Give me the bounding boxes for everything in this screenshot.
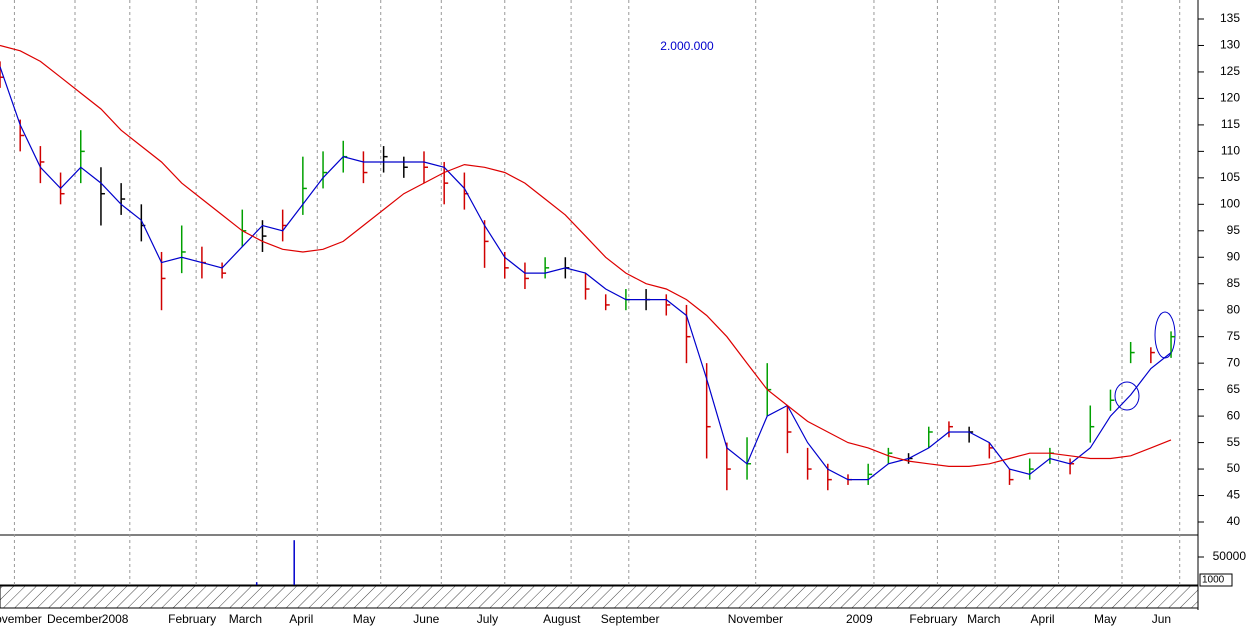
y-tick-label: 120 — [1220, 91, 1240, 105]
y-tick-label: 115 — [1221, 117, 1240, 131]
moving-average — [0, 66, 1172, 481]
x-tick-label: June — [413, 612, 439, 626]
x-tick-label: July — [477, 612, 498, 626]
x-tick-label: November — [0, 612, 42, 626]
x-tick-label: Jun — [1152, 612, 1171, 626]
y-tick-label: 65 — [1227, 382, 1241, 396]
y-tick-label: 45 — [1227, 488, 1241, 502]
x-tick-label: February — [168, 612, 216, 626]
x-tick-label: 2008 — [102, 612, 129, 626]
y-tick-label: 70 — [1227, 355, 1241, 369]
y-tick-label: 40 — [1227, 514, 1241, 528]
annotation: 2.000.000 — [660, 39, 714, 53]
date-strip — [0, 585, 1199, 609]
volume-unit: 1000 — [1202, 575, 1225, 586]
y-tick-label: 135 — [1220, 11, 1240, 25]
y-tick-label: 105 — [1220, 170, 1240, 184]
x-tick-label: September — [601, 612, 660, 626]
y-tick-label: 60 — [1227, 408, 1241, 422]
x-tick-label: February — [909, 612, 957, 626]
y-tick-label: 110 — [1221, 144, 1240, 158]
y-tick-label: 100 — [1220, 196, 1240, 210]
x-tick-label: December — [47, 612, 102, 626]
volume-unit-box — [1199, 573, 1233, 587]
y-tick-label: 130 — [1220, 38, 1240, 52]
y-tick-label: 75 — [1227, 329, 1241, 343]
y-tick-label: 95 — [1227, 223, 1241, 237]
y-tick-label: 85 — [1227, 276, 1241, 290]
y-tick-label: 55 — [1227, 435, 1241, 449]
x-tick-label: November — [728, 612, 783, 626]
y-tick-label: 50 — [1227, 461, 1241, 475]
x-tick-label: May — [1094, 612, 1117, 626]
x-tick-label: 2009 — [846, 612, 873, 626]
y-tick-label: 90 — [1227, 249, 1241, 263]
y-tick-label: 125 — [1220, 64, 1240, 78]
x-tick-label: May — [353, 612, 376, 626]
highlight-circle — [1114, 381, 1140, 411]
y-tick-label: 80 — [1227, 302, 1241, 316]
x-tick-label: April — [289, 612, 313, 626]
y-tick-label: 50000 — [1213, 549, 1247, 563]
moving-average — [0, 44, 1172, 467]
x-tick-label: March — [229, 612, 262, 626]
x-tick-label: March — [967, 612, 1000, 626]
x-tick-label: August — [543, 612, 581, 626]
x-tick-label: April — [1031, 612, 1055, 626]
